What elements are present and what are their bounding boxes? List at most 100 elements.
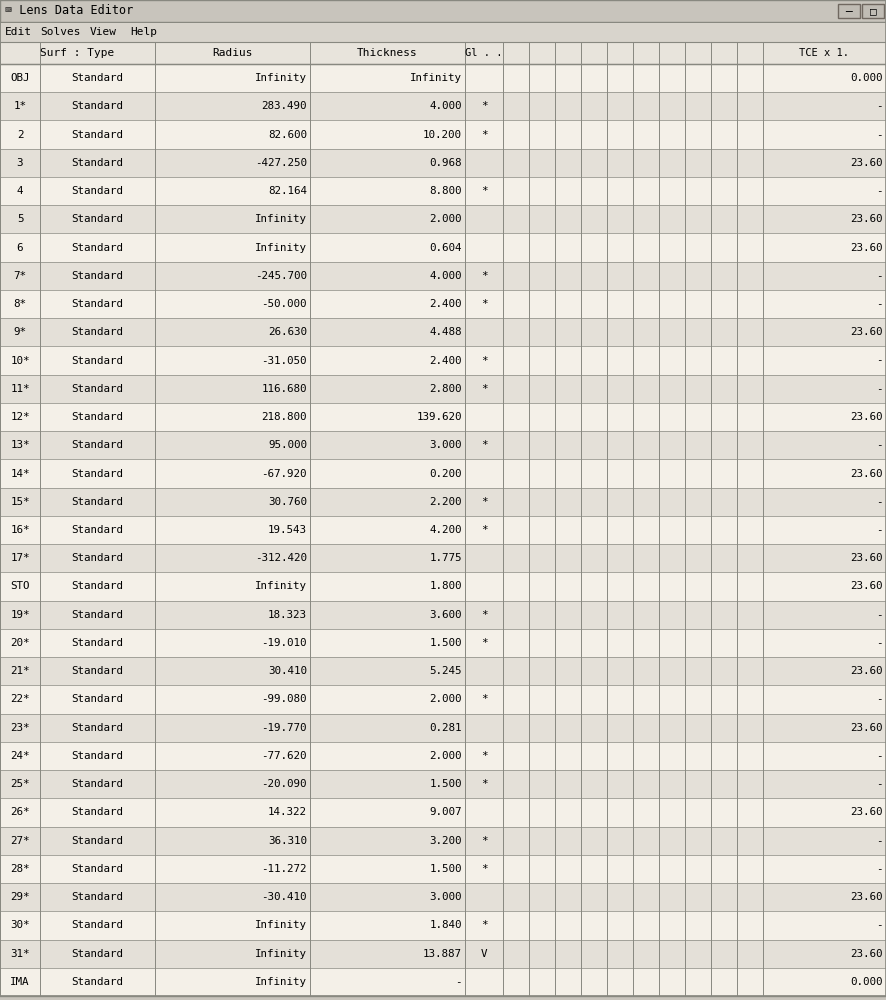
Text: Infinity: Infinity (255, 920, 307, 930)
Text: 0.968: 0.968 (430, 158, 462, 168)
Text: Standard: Standard (72, 525, 123, 535)
Text: Standard: Standard (72, 271, 123, 281)
Bar (0, 431, 886, 459)
Text: 4: 4 (17, 186, 23, 196)
Text: Infinity: Infinity (255, 581, 307, 591)
Text: Infinity: Infinity (255, 214, 307, 224)
Text: Standard: Standard (72, 638, 123, 648)
Bar (0, 262, 886, 290)
Text: 23*: 23* (11, 723, 30, 733)
Text: -: - (876, 751, 883, 761)
Text: Standard: Standard (72, 497, 123, 507)
Text: 1.840: 1.840 (430, 920, 462, 930)
Text: -245.700: -245.700 (255, 271, 307, 281)
Text: 4.200: 4.200 (430, 525, 462, 535)
Text: *: * (481, 836, 487, 846)
Text: 23.60: 23.60 (851, 807, 883, 817)
Text: 1*: 1* (13, 101, 27, 111)
Text: -427.250: -427.250 (255, 158, 307, 168)
Text: 29*: 29* (11, 892, 30, 902)
Text: 283.490: 283.490 (261, 101, 307, 111)
Text: Infinity: Infinity (255, 73, 307, 83)
Bar (0, 488, 886, 516)
Text: 218.800: 218.800 (261, 412, 307, 422)
Text: *: * (481, 920, 487, 930)
Text: 24*: 24* (11, 751, 30, 761)
Text: 3.200: 3.200 (430, 836, 462, 846)
Bar (862, 4, 884, 18)
Text: *: * (481, 186, 487, 196)
Text: 4.000: 4.000 (430, 101, 462, 111)
Text: 18.323: 18.323 (268, 610, 307, 620)
Text: 23.60: 23.60 (851, 214, 883, 224)
Text: -: - (876, 920, 883, 930)
Text: -99.080: -99.080 (261, 694, 307, 704)
Text: Infinity: Infinity (255, 949, 307, 959)
Text: 2: 2 (17, 130, 23, 140)
Text: 0.200: 0.200 (430, 469, 462, 479)
Text: 0.000: 0.000 (851, 73, 883, 83)
Text: 23.60: 23.60 (851, 469, 883, 479)
Text: *: * (481, 101, 487, 111)
Text: View: View (90, 27, 117, 37)
Text: -: - (876, 694, 883, 704)
Text: -: - (455, 977, 462, 987)
Text: -77.620: -77.620 (261, 751, 307, 761)
Text: 2.000: 2.000 (430, 751, 462, 761)
Text: 8.800: 8.800 (430, 186, 462, 196)
Text: *: * (481, 130, 487, 140)
Text: -: - (876, 836, 883, 846)
Text: ─: ─ (845, 6, 852, 16)
Bar (0, 827, 886, 855)
Text: 2.400: 2.400 (430, 299, 462, 309)
Text: 2.400: 2.400 (430, 356, 462, 366)
Text: Help: Help (130, 27, 157, 37)
Text: 23.60: 23.60 (851, 666, 883, 676)
Text: 139.620: 139.620 (416, 412, 462, 422)
Text: 1.500: 1.500 (430, 638, 462, 648)
Text: Standard: Standard (72, 694, 123, 704)
Text: -20.090: -20.090 (261, 779, 307, 789)
Text: Standard: Standard (72, 299, 123, 309)
Text: 26*: 26* (11, 807, 30, 817)
Text: 23.60: 23.60 (851, 412, 883, 422)
Bar (0, 459, 886, 488)
Text: 21*: 21* (11, 666, 30, 676)
Bar (0, 149, 886, 177)
Text: Radius: Radius (213, 48, 253, 58)
Bar (0, 544, 886, 572)
Bar (0, 629, 886, 657)
Text: Standard: Standard (72, 949, 123, 959)
Bar (838, 4, 860, 18)
Text: 5: 5 (17, 214, 23, 224)
Text: 28*: 28* (11, 864, 30, 874)
Text: *: * (481, 779, 487, 789)
Text: *: * (481, 356, 487, 366)
Text: 14.322: 14.322 (268, 807, 307, 817)
Text: Solves: Solves (40, 27, 81, 37)
Text: 2.200: 2.200 (430, 497, 462, 507)
Bar (0, 375, 886, 403)
Text: *: * (481, 525, 487, 535)
Text: -312.420: -312.420 (255, 553, 307, 563)
Bar (0, 883, 886, 911)
Text: Standard: Standard (72, 666, 123, 676)
Text: -: - (876, 299, 883, 309)
Text: -: - (876, 497, 883, 507)
Text: *: * (481, 864, 487, 874)
Text: 3.600: 3.600 (430, 610, 462, 620)
Text: 11*: 11* (11, 384, 30, 394)
Text: *: * (481, 440, 487, 450)
Bar (0, 798, 886, 827)
Text: IMA: IMA (11, 977, 30, 987)
Text: 15*: 15* (11, 497, 30, 507)
Text: -: - (876, 356, 883, 366)
Text: 9*: 9* (13, 327, 27, 337)
Text: ⌨ Lens Data Editor: ⌨ Lens Data Editor (5, 4, 133, 17)
Text: 10*: 10* (11, 356, 30, 366)
Bar (0, 742, 886, 770)
Text: 7*: 7* (13, 271, 27, 281)
Text: Gl . .: Gl . . (465, 48, 502, 58)
Text: Standard: Standard (72, 158, 123, 168)
Text: 0.281: 0.281 (430, 723, 462, 733)
